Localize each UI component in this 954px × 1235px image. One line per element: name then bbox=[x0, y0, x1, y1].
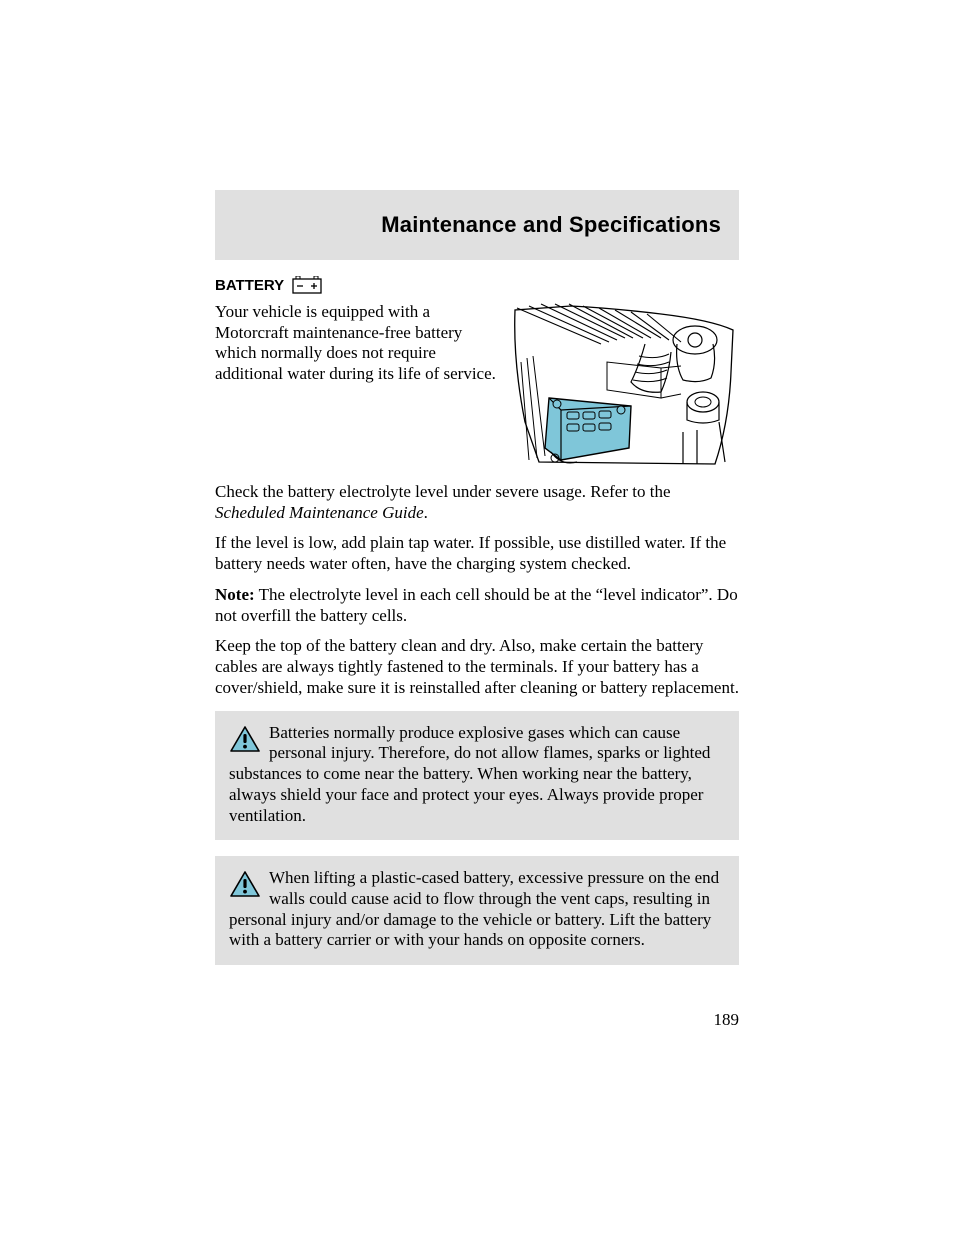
note-rest: The electrolyte level in each cell shoul… bbox=[215, 585, 738, 625]
warning-box-lifting: When lifting a plastic-cased battery, ex… bbox=[215, 856, 739, 965]
engine-bay-figure bbox=[511, 302, 739, 470]
paragraph-note: Note: The electrolyte level in each cell… bbox=[215, 585, 739, 626]
section-heading: BATTERY bbox=[215, 276, 739, 294]
warning-text-lifting: When lifting a plastic-cased battery, ex… bbox=[229, 868, 719, 949]
paragraph-check-electrolyte: Check the battery electrolyte level unde… bbox=[215, 482, 739, 523]
page: Maintenance and Specifications BATTERY Y… bbox=[0, 0, 954, 1235]
warning-icon bbox=[229, 870, 261, 904]
note-label: Note: bbox=[215, 585, 255, 604]
intro-row: Your vehicle is equipped with a Motorcra… bbox=[215, 302, 739, 470]
warning-text-gases: Batteries normally produce explosive gas… bbox=[229, 723, 710, 825]
paragraph-keep-clean: Keep the top of the battery clean and dr… bbox=[215, 636, 739, 698]
p1-a: Check the battery electrolyte level unde… bbox=[215, 482, 671, 501]
header-band: Maintenance and Specifications bbox=[215, 190, 739, 260]
warning-box-gases: Batteries normally produce explosive gas… bbox=[215, 711, 739, 841]
battery-icon bbox=[292, 276, 322, 294]
p1-c: . bbox=[424, 503, 428, 522]
page-title: Maintenance and Specifications bbox=[381, 212, 721, 238]
intro-paragraph: Your vehicle is equipped with a Motorcra… bbox=[215, 302, 497, 385]
paragraph-add-water: If the level is low, add plain tap water… bbox=[215, 533, 739, 574]
p1-guide-italic: Scheduled Maintenance Guide bbox=[215, 503, 424, 522]
warning-icon bbox=[229, 725, 261, 759]
content-area: BATTERY Your vehicle is equipped with a … bbox=[215, 276, 739, 981]
section-heading-text: BATTERY bbox=[215, 277, 284, 294]
page-number: 189 bbox=[714, 1010, 740, 1030]
